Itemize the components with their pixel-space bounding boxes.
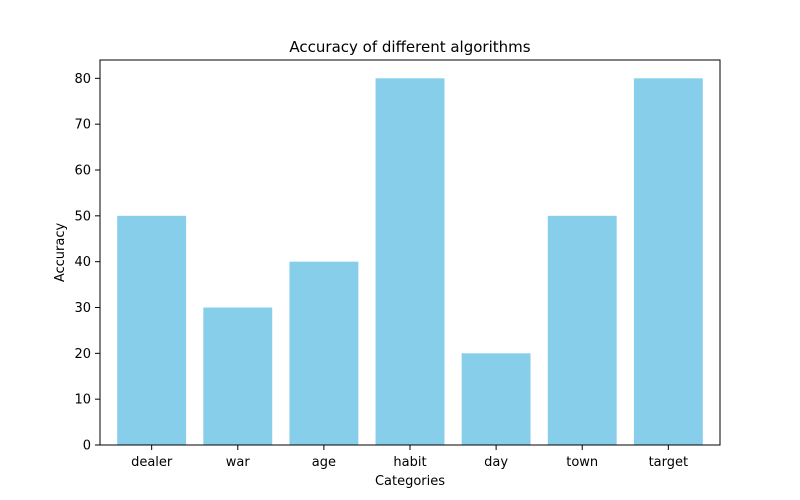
y-tick-label: 20 bbox=[74, 347, 91, 362]
y-tick-label: 10 bbox=[74, 393, 91, 408]
plot-frame bbox=[99, 59, 721, 446]
x-tick-label: town bbox=[566, 455, 598, 470]
y-tick-label: 60 bbox=[74, 164, 91, 179]
y-tick-label: 80 bbox=[74, 72, 91, 87]
bar-target bbox=[633, 78, 703, 445]
x-tick-label: war bbox=[226, 455, 251, 470]
bar-war bbox=[203, 307, 273, 445]
x-tick-label: day bbox=[484, 455, 508, 470]
y-axis-label: Accuracy bbox=[53, 223, 68, 283]
bar-habit bbox=[375, 78, 445, 445]
bar-town bbox=[547, 215, 617, 445]
bar-dealer bbox=[117, 215, 187, 445]
y-axis-ticks: 0 10 20 30 40 50 60 70 80 bbox=[74, 72, 100, 454]
x-tick-label: habit bbox=[393, 455, 426, 470]
bar-day bbox=[461, 353, 531, 445]
bars-group bbox=[117, 78, 703, 445]
x-tick-label: dealer bbox=[131, 455, 173, 470]
chart-title: Accuracy of different algorithms bbox=[289, 38, 530, 56]
x-axis-ticks: dealer war age habit day town target bbox=[131, 445, 688, 470]
y-tick-label: 70 bbox=[74, 118, 91, 133]
x-tick-label: target bbox=[649, 455, 689, 470]
y-tick-label: 40 bbox=[74, 255, 91, 270]
y-tick-label: 30 bbox=[74, 301, 91, 316]
x-axis-label: Categories bbox=[375, 474, 445, 489]
bar-age bbox=[289, 261, 359, 445]
y-tick-label: 50 bbox=[74, 209, 91, 224]
y-tick-label: 0 bbox=[83, 439, 91, 454]
x-tick-label: age bbox=[312, 455, 336, 470]
